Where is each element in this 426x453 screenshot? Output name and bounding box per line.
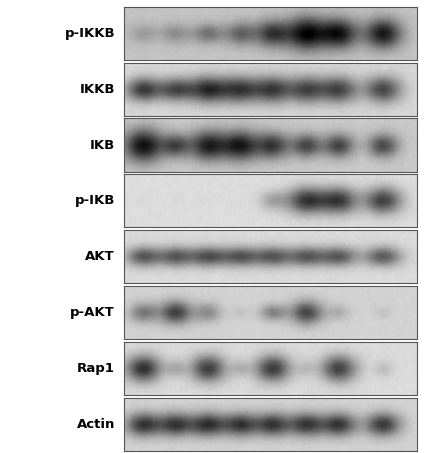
Text: IKB: IKB <box>90 139 115 151</box>
Text: Rap1: Rap1 <box>77 362 115 375</box>
Text: p-IKB: p-IKB <box>75 194 115 207</box>
Text: IKKB: IKKB <box>80 83 115 96</box>
Text: AKT: AKT <box>85 250 115 263</box>
Text: Actin: Actin <box>77 418 115 431</box>
Text: p-IKKB: p-IKKB <box>64 27 115 40</box>
Text: p-AKT: p-AKT <box>70 306 115 319</box>
